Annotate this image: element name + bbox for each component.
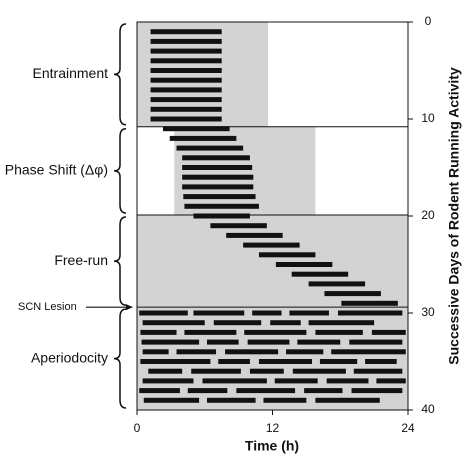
phase-label: Entrainment — [33, 65, 109, 81]
activity-bout — [210, 223, 267, 229]
activity-bout — [202, 378, 267, 384]
activity-bout — [182, 155, 250, 161]
y-axis-label: Successive Days of Rodent Running Activi… — [446, 67, 462, 365]
activity-bout — [184, 329, 237, 335]
activity-bout — [143, 397, 200, 403]
x-axis-label: Time (h) — [245, 438, 299, 454]
activity-bout — [351, 388, 403, 394]
activity-bout — [218, 359, 250, 364]
activity-bout — [207, 397, 256, 403]
activity-bout — [315, 329, 363, 335]
y-tick-label: 10 — [421, 111, 435, 125]
activity-bout — [187, 388, 228, 394]
activity-bout — [341, 300, 398, 306]
phase-brace — [113, 128, 127, 214]
activity-bout — [183, 194, 256, 200]
activity-bout — [315, 397, 380, 403]
activity-bout — [150, 77, 222, 83]
activity-bout — [249, 368, 284, 374]
activity-bout — [286, 349, 324, 355]
phase-label: Free-run — [54, 252, 108, 268]
phase-brace — [113, 23, 127, 126]
activity-bout — [308, 281, 366, 287]
activity-bout — [291, 271, 349, 277]
activity-bout — [236, 388, 296, 394]
activity-bout — [275, 262, 333, 267]
activity-bout — [140, 329, 177, 335]
activity-bout — [150, 116, 222, 122]
activity-bout — [150, 48, 222, 54]
activity-bout — [247, 339, 290, 345]
activity-bout — [141, 339, 200, 345]
activity-bout — [150, 68, 222, 73]
activity-bout — [225, 349, 279, 355]
phase-brace — [113, 216, 127, 306]
activity-bout — [337, 310, 403, 316]
activity-bout — [365, 359, 397, 364]
activity-bout — [213, 320, 262, 326]
activity-bout — [304, 388, 343, 394]
activity-bout — [258, 252, 316, 258]
activity-bout — [207, 339, 239, 345]
activity-bout — [162, 126, 230, 132]
activity-bout — [150, 58, 222, 64]
activity-bout — [150, 29, 222, 35]
activity-bout — [176, 145, 244, 151]
activity-bout — [349, 339, 403, 345]
activity-bout — [182, 165, 253, 170]
activity-bout — [226, 232, 283, 238]
activity-bout — [193, 310, 245, 316]
annotation: SCN Lesion — [18, 301, 77, 313]
activity-bout — [324, 291, 381, 297]
activity-bout — [176, 349, 217, 355]
activity-bout — [252, 310, 282, 316]
activity-bout — [371, 329, 406, 335]
y-tick-label: 0 — [425, 14, 432, 28]
activity-bout — [191, 368, 241, 374]
activity-bout — [376, 378, 406, 384]
activity-bout — [139, 388, 180, 394]
activity-bout — [139, 310, 188, 316]
activity-bout — [182, 174, 254, 180]
y-tick-label: 30 — [421, 305, 435, 319]
shaded-region — [174, 126, 316, 216]
activity-bout — [150, 106, 222, 112]
activity-bout — [297, 339, 341, 345]
activity-bout — [331, 349, 406, 355]
activity-bout — [353, 368, 403, 374]
activity-bout — [150, 38, 222, 44]
x-tick-label: 24 — [401, 421, 415, 435]
activity-bout — [326, 378, 369, 384]
activity-bout — [193, 213, 250, 219]
activity-bout — [289, 310, 329, 316]
y-tick-label: 20 — [421, 208, 435, 222]
x-tick-label: 0 — [134, 421, 141, 435]
activity-bout — [142, 378, 194, 384]
activity-bout — [169, 135, 237, 141]
activity-bout — [150, 87, 222, 93]
activity-bout — [274, 378, 318, 384]
activity-bout — [270, 320, 301, 326]
activity-bout — [292, 368, 346, 374]
activity-bout — [142, 349, 169, 355]
phase-label: Phase Shift (Δφ) — [5, 162, 108, 178]
activity-bout — [140, 359, 211, 364]
activity-bout — [184, 203, 259, 209]
phase-brace — [113, 308, 127, 409]
activity-bout — [150, 97, 222, 103]
activity-bout — [142, 320, 205, 326]
activity-bout — [263, 397, 307, 403]
activity-bout — [244, 329, 307, 335]
activity-bout — [319, 359, 358, 364]
y-tick-label: 40 — [421, 402, 435, 416]
activity-bout — [308, 320, 375, 326]
activity-bout — [148, 368, 183, 374]
activity-bout — [258, 359, 313, 364]
phase-label: Aperiodocity — [31, 349, 108, 365]
annotation-arrowhead — [126, 304, 133, 311]
x-tick-label: 12 — [266, 421, 280, 435]
activity-bout — [243, 242, 300, 248]
activity-bout — [182, 184, 254, 190]
